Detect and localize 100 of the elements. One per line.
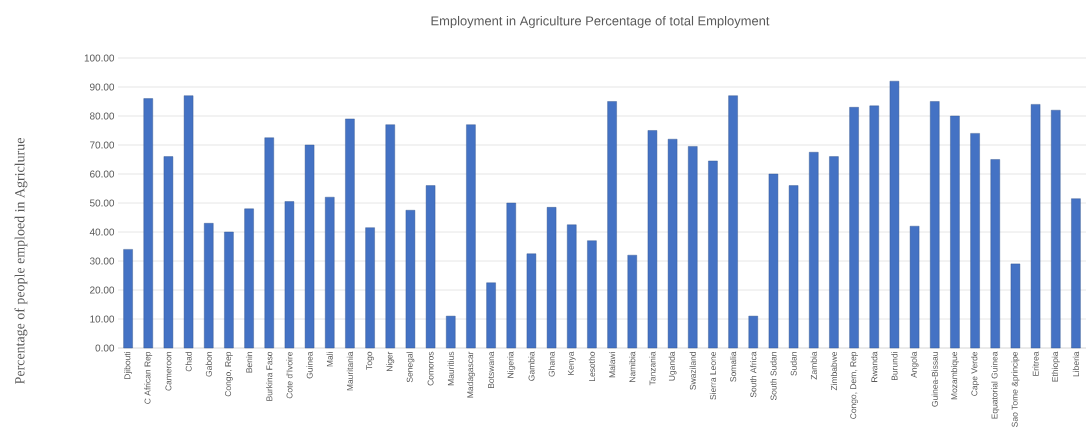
bar (930, 101, 940, 349)
bar (1030, 104, 1041, 349)
bar (244, 208, 254, 349)
x-tick-label: Mali (326, 352, 333, 367)
x-tick-label: Ethiopia (1051, 351, 1060, 382)
x-tick-label: Congo, Rep (225, 351, 233, 397)
y-axis-title: Percentage of people emploed in Agriclurue (14, 138, 28, 384)
x-tick-label: Somalia (729, 351, 737, 382)
x-tick-label: Guinea (306, 351, 313, 379)
bar (304, 144, 315, 349)
x-tick-label: Burkina Faso (266, 351, 273, 401)
bar (809, 152, 819, 349)
x-tick-label: Sierra Leone (709, 351, 717, 400)
bar (869, 105, 879, 349)
x-tick-label: Gabon (205, 352, 212, 377)
bar (909, 226, 920, 349)
bar (224, 231, 234, 349)
y-tick-label: 40.00 (89, 228, 115, 236)
bar (325, 197, 335, 349)
bar (889, 81, 900, 349)
bar (950, 115, 960, 349)
x-tick-label: Niger (386, 351, 395, 372)
x-tick-label: Sudan (790, 352, 797, 376)
x-tick-label: Zimbabwe (830, 351, 838, 391)
bar (567, 224, 577, 349)
bar (345, 118, 355, 349)
y-tick-label: 70.00 (90, 141, 115, 149)
bar (708, 160, 718, 349)
bar (829, 156, 839, 349)
x-tick-label: Angola (910, 351, 919, 378)
bar (990, 159, 1000, 349)
y-tick-label: 50.00 (89, 199, 115, 207)
x-tick-label: Uganda (668, 351, 677, 381)
bar (204, 223, 214, 349)
x-tick-label: Cameroon (165, 352, 172, 391)
y-tick-label: 60.00 (90, 170, 115, 178)
x-tick-label: Cote d'Ivoire (286, 351, 293, 399)
bar (143, 98, 153, 349)
x-tick-label: Burundi (891, 352, 898, 381)
x-tick-label: South Africa (750, 351, 757, 398)
x-tick-label: Senegal (406, 352, 415, 383)
x-tick-label: Togo (366, 351, 374, 370)
y-tick-label: 100.00 (84, 54, 115, 62)
x-tick-label: Zambia (810, 351, 817, 380)
y-tick-label: 90.00 (90, 83, 115, 91)
bar (748, 315, 758, 349)
bar (667, 139, 678, 349)
y-tick-label: 30.00 (89, 257, 115, 265)
bar (546, 207, 557, 349)
bar (587, 240, 597, 349)
x-tick-label: Congo, Dem, Rep (850, 351, 858, 419)
bar (1071, 198, 1081, 349)
chart-title: Employment in Agriculture Percentage of total Employment (431, 15, 770, 29)
bar (1051, 110, 1061, 349)
x-tick-label: Ghana (548, 351, 555, 377)
y-tick-label: 20.00 (90, 286, 115, 294)
x-tick-label: Equatorial Guinea (991, 351, 1000, 419)
x-tick-label: Eritrea (1032, 351, 1039, 376)
x-tick-label: Tanzania (649, 351, 656, 386)
x-tick-label: Djibouti (124, 352, 133, 380)
bar (768, 173, 779, 349)
bar (506, 202, 516, 349)
bar (446, 315, 456, 349)
bar (264, 137, 274, 349)
x-tick-label: Botswana (488, 351, 495, 389)
bar (284, 201, 295, 349)
bar (647, 130, 658, 349)
bar (849, 107, 859, 349)
x-tick-label: Chad (185, 352, 192, 372)
bar (970, 133, 980, 349)
bar (365, 227, 375, 349)
x-tick-label: Sao Tome &principe (1011, 351, 1020, 427)
x-tick-label: Malawi (608, 352, 616, 378)
bar (788, 185, 799, 349)
y-tick-label: 10.00 (90, 315, 115, 323)
y-tick-label: 0.00 (95, 344, 115, 352)
bar (607, 101, 617, 349)
x-tick-label: Rwanda (871, 351, 878, 382)
x-tick-label: Lesotho (588, 351, 596, 381)
bar (688, 146, 698, 349)
y-tick-label: 80.00 (89, 112, 115, 120)
x-tick-label: Swaziland (689, 352, 696, 390)
bar (405, 210, 416, 349)
bar (466, 124, 476, 349)
x-tick-label: Mauritius (447, 351, 454, 386)
x-tick-label: Mozambique (950, 351, 959, 400)
x-tick-label: Gambia (528, 351, 535, 381)
bar (526, 253, 537, 349)
x-tick-label: Guinea-Bissau (931, 352, 938, 407)
x-tick-label: Madagascar (466, 351, 475, 398)
x-tick-label: Benin (245, 352, 253, 373)
x-tick-label: Liberia (1072, 351, 1080, 377)
x-tick-label: South Sudan (770, 352, 777, 401)
x-tick-label: Comoros (427, 351, 434, 386)
x-tick-label: Cape Verde (971, 351, 980, 396)
bar (183, 95, 194, 349)
bar (123, 249, 133, 349)
bar (425, 185, 436, 349)
x-tick-label: Mauritania (346, 351, 354, 391)
bar (627, 255, 637, 349)
